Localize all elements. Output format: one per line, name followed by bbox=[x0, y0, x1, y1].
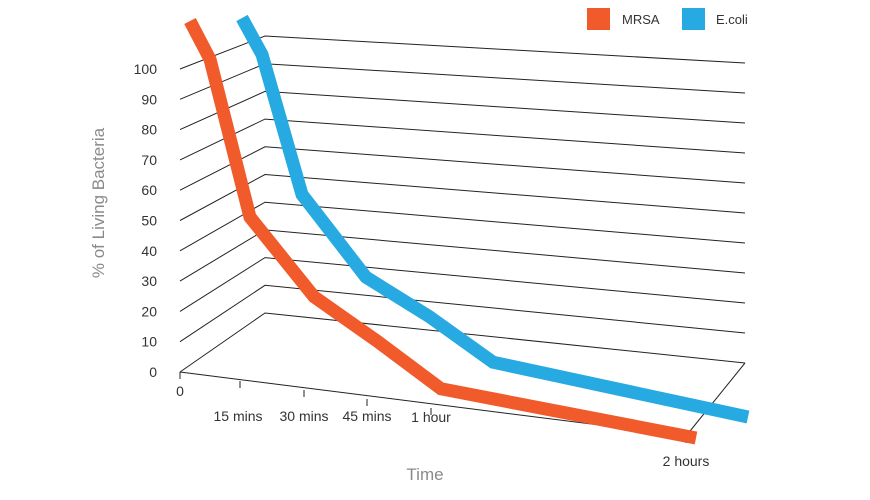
x-tick-label-4: 1 hour bbox=[411, 409, 451, 425]
grid-line-10 bbox=[179, 284, 746, 343]
y-tick-label-100: 100 bbox=[134, 61, 158, 77]
y-tick-label-90: 90 bbox=[141, 91, 157, 107]
y-tick-label-60: 60 bbox=[141, 182, 157, 198]
y-tick-label-80: 80 bbox=[141, 122, 157, 138]
x-tick-label-3: 45 mins bbox=[342, 408, 391, 424]
y-tick-label-0: 0 bbox=[149, 364, 157, 380]
grid-line-80 bbox=[179, 90, 746, 131]
legend: MRSA E.coli bbox=[587, 8, 748, 30]
series-line-mrsa bbox=[184, 17, 698, 445]
grid-line-50 bbox=[179, 173, 746, 221]
y-tick-label-10: 10 bbox=[141, 334, 157, 350]
grid-line-20 bbox=[179, 257, 746, 312]
y-axis-title: % of Living Bacteria bbox=[89, 127, 108, 278]
y-tick-label-20: 20 bbox=[141, 303, 157, 319]
y-tick-label-30: 30 bbox=[141, 273, 157, 289]
legend-swatch-mrsa bbox=[587, 8, 610, 30]
x-tick-label-0: 0 bbox=[176, 383, 184, 399]
y-tick-label-40: 40 bbox=[141, 243, 157, 259]
grid-line-40 bbox=[179, 201, 746, 252]
x-tick-label-5: 2 hours bbox=[663, 453, 710, 469]
legend-label-ecoli: E.coli bbox=[716, 12, 748, 27]
y-tick-label-70: 70 bbox=[141, 152, 157, 168]
grid-line-70 bbox=[179, 118, 746, 161]
series-lines bbox=[184, 14, 750, 445]
grid-line-0 bbox=[179, 312, 746, 373]
x-axis-title: Time bbox=[406, 465, 443, 484]
y-tick-label-50: 50 bbox=[141, 213, 157, 229]
x-tick-label-1: 15 mins bbox=[213, 408, 262, 424]
x-tick-label-2: 30 mins bbox=[279, 408, 328, 424]
floor-right-edge bbox=[685, 362, 746, 437]
grid-line-60 bbox=[179, 146, 746, 191]
legend-label-mrsa: MRSA bbox=[622, 12, 660, 27]
legend-swatch-ecoli bbox=[682, 8, 705, 30]
series-line-ecoli bbox=[236, 14, 750, 424]
tick-labels: 0 10 20 30 40 50 60 70 80 90 100 0 15 mins 30 mins 45 … bbox=[134, 61, 710, 469]
